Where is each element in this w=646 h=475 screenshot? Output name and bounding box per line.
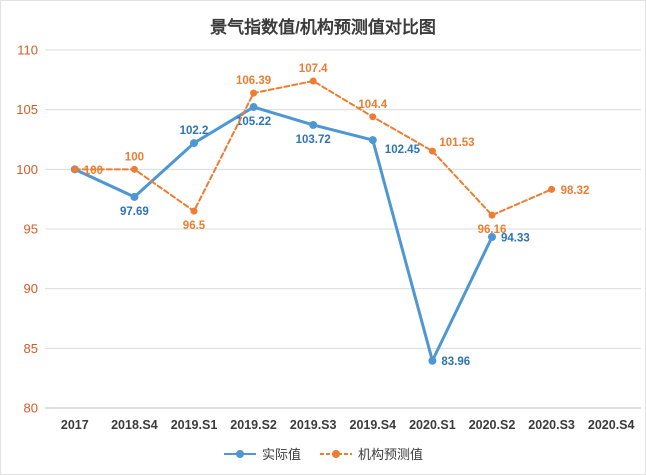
legend-item-forecast: 机构预测值: [319, 444, 423, 463]
chart-title: 景气指数值/机构预测值对比图: [210, 18, 436, 37]
y-axis-label: 105: [16, 102, 38, 117]
data-label-actual: 103.72: [296, 134, 331, 146]
legend-marker-forecast-icon: [320, 449, 352, 458]
legend-label-actual: 实际值: [261, 447, 301, 462]
data-point-forecast: [130, 165, 138, 173]
data-point-forecast: [488, 211, 496, 219]
x-axis-label: 2020.S1: [409, 418, 456, 432]
x-axis-label: 2019.S1: [171, 418, 218, 432]
data-point-forecast: [190, 207, 198, 215]
data-point-forecast: [369, 113, 377, 121]
legend-item-actual: 实际值: [223, 444, 301, 463]
data-label-forecast: 101.53: [439, 137, 474, 149]
series-line-actual: [73, 105, 494, 363]
data-label-actual: 83.96: [441, 356, 470, 368]
data-point-actual: [309, 120, 318, 129]
data-point-forecast: [548, 185, 556, 193]
data-label-actual: 102.2: [180, 125, 209, 137]
data-point-actual: [249, 103, 258, 112]
data-point-forecast: [250, 89, 258, 97]
data-label-actual: 97.69: [120, 206, 149, 218]
y-axis-label: 95: [24, 222, 38, 237]
data-point-actual: [368, 136, 377, 145]
data-label-actual: 94.33: [501, 232, 530, 244]
data-point-forecast: [309, 77, 317, 85]
data-point-actual: [428, 356, 437, 365]
y-axis-label: 110: [17, 43, 38, 58]
data-point-actual: [488, 232, 496, 241]
x-axis-label: 2019.S3: [290, 418, 337, 432]
data-point-forecast: [428, 147, 436, 155]
data-label-forecast: 96.16: [478, 224, 507, 236]
y-axis-label: 90: [24, 281, 38, 296]
data-label-actual: 102.45: [385, 144, 421, 156]
x-axis-label: 2020.S2: [469, 418, 516, 432]
data-point-actual: [130, 192, 139, 201]
line-chart: 80 85 90 95 100 105 110 2017 2018.S4 2019.S1 2019.…: [16, 43, 641, 432]
x-axis-label: 2020.S4: [588, 418, 635, 432]
data-label-forecast: 100: [84, 165, 103, 177]
data-label-forecast: 104.4: [358, 99, 387, 111]
data-label-actual: 105.22: [236, 116, 271, 128]
data-point-forecast: [71, 165, 79, 173]
data-label-forecast: 100: [125, 151, 144, 163]
data-label-forecast: 98.32: [561, 185, 590, 197]
legend-marker-actual-icon: [223, 449, 256, 458]
x-axis-label: 2020.S3: [528, 418, 575, 432]
x-axis-label: 2019.S4: [350, 418, 397, 432]
x-axis-label: 2017: [61, 418, 89, 432]
data-label-forecast: 106.39: [236, 75, 271, 87]
y-axis-label: 85: [24, 341, 38, 356]
data-label-forecast: 96.5: [183, 220, 206, 232]
x-axis-label: 2019.S2: [230, 418, 277, 432]
data-point-actual: [190, 139, 198, 148]
legend-label-forecast: 机构预测值: [358, 447, 424, 462]
data-label-forecast: 107.4: [299, 63, 328, 75]
series-line-forecast: [73, 80, 553, 217]
y-axis-label: 100: [16, 162, 38, 177]
chart-legend: 实际值 机构预测值: [1, 444, 645, 463]
y-axis-label: 80: [24, 401, 38, 416]
x-axis-label: 2018.S4: [111, 418, 158, 432]
